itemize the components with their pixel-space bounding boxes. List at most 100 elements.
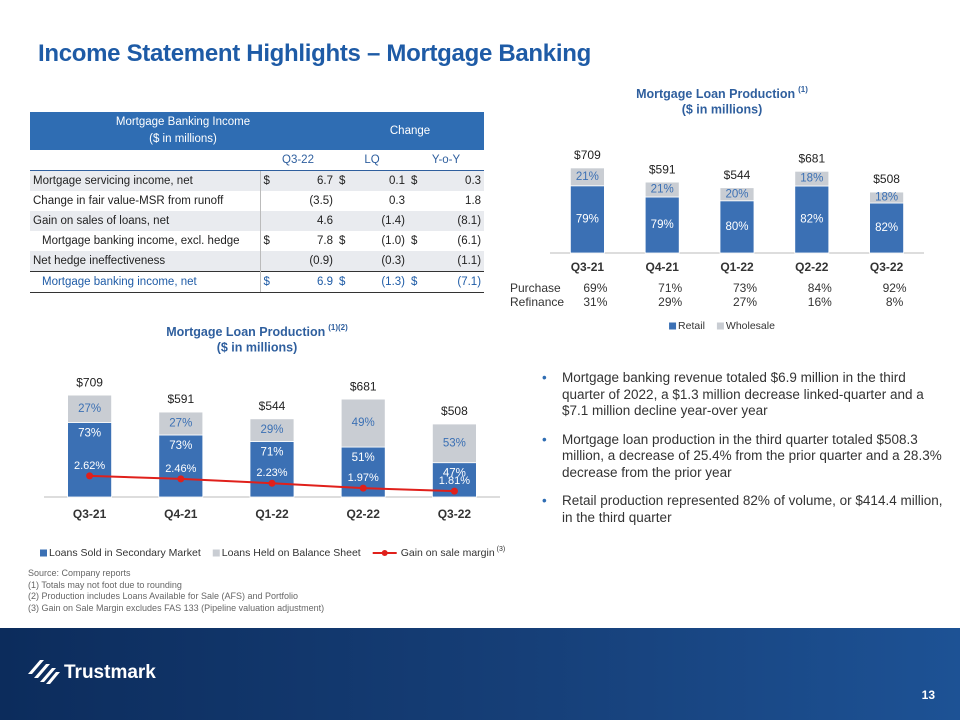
footnote: (1) Totals may not foot due to rounding bbox=[28, 579, 182, 590]
currency-blank bbox=[408, 211, 428, 231]
column-header: LQ bbox=[336, 150, 408, 171]
row-value: 69% bbox=[583, 281, 607, 295]
legend-label: Retail bbox=[678, 320, 705, 332]
x-tick-label: Q2-22 bbox=[347, 507, 381, 521]
legend-swatch bbox=[669, 322, 677, 330]
logo-mark bbox=[28, 660, 60, 684]
currency-blank bbox=[260, 251, 280, 272]
total-label: $591 bbox=[167, 392, 194, 406]
segment-label: 20% bbox=[725, 188, 748, 200]
bar-segment bbox=[719, 200, 755, 254]
cell-value: 6.9 bbox=[280, 271, 336, 293]
line-label: 2.62% bbox=[74, 460, 105, 472]
cell-value: 0.3 bbox=[428, 170, 485, 191]
slide-title: Income Statement Highlights – Mortgage B… bbox=[38, 40, 591, 67]
row-label: Change in fair value-MSR from runoff bbox=[30, 191, 261, 211]
line-point bbox=[359, 484, 367, 492]
legend: Retail Wholesale bbox=[669, 320, 775, 332]
column-header: Y-o-Y bbox=[408, 150, 485, 171]
x-tick-label: Q3-22 bbox=[438, 507, 472, 521]
bar-segment bbox=[249, 441, 295, 498]
legend-swatch bbox=[716, 322, 724, 330]
legend-label: Loans Sold in Secondary Market bbox=[49, 547, 201, 559]
line-point bbox=[450, 487, 458, 495]
change-header: Change bbox=[336, 112, 485, 150]
column-header: Q3-22 bbox=[260, 150, 336, 171]
chart-title-note: (1)(2) bbox=[328, 323, 348, 332]
chart-title-text: Mortgage Loan Production bbox=[166, 325, 325, 339]
cell-value: 6.7 bbox=[280, 170, 336, 191]
bar-segment bbox=[570, 167, 605, 187]
cell-value: 0.1 bbox=[356, 170, 408, 191]
bar-segment bbox=[570, 185, 605, 254]
x-tick-label: Q3-22 bbox=[870, 260, 904, 274]
currency-sign: $ bbox=[408, 170, 428, 191]
currency-blank bbox=[408, 251, 428, 272]
logo-stripes bbox=[28, 660, 60, 684]
currency-blank bbox=[336, 251, 356, 272]
currency-sign: $ bbox=[339, 235, 346, 247]
line-label: 1.81% bbox=[439, 475, 470, 487]
currency-sign: $ bbox=[408, 271, 428, 293]
segment-label: 82% bbox=[875, 222, 898, 234]
bar-segment bbox=[340, 398, 386, 448]
bar-segment bbox=[869, 191, 904, 204]
total-label: $508 bbox=[873, 172, 900, 186]
cell-value: (1.4) bbox=[356, 211, 408, 231]
segment-label: 49% bbox=[352, 417, 375, 429]
segment-label: 51% bbox=[352, 452, 375, 464]
legend-name: Gain on sale margin bbox=[401, 547, 495, 559]
row-value: 84% bbox=[808, 281, 832, 295]
x-tick-label: Q2-22 bbox=[795, 260, 829, 274]
table-title-line: Mortgage Banking Income bbox=[115, 116, 251, 128]
legend-dot bbox=[381, 550, 388, 556]
row-value: 31% bbox=[583, 295, 607, 309]
legend-name: Wholesale bbox=[726, 320, 775, 332]
table-title: Mortgage Banking Income ($ in millions) bbox=[30, 112, 336, 150]
total-label: $681 bbox=[798, 151, 825, 165]
currency-sign: $ bbox=[336, 271, 356, 293]
cell-value: 0.3 bbox=[389, 195, 405, 207]
legend-swatch bbox=[212, 549, 220, 557]
bullet: Mortgage loan production in the third qu… bbox=[542, 432, 947, 482]
legend-name: Loans Held on Balance Sheet bbox=[222, 547, 361, 559]
row-label: Purchase bbox=[510, 281, 561, 295]
currency-blank bbox=[336, 211, 356, 231]
legend-name: Retail bbox=[678, 320, 705, 332]
table-row: Mortgage banking income, net $6.9 $ (1.3) $(… bbox=[30, 271, 485, 293]
segment-label: 18% bbox=[875, 192, 898, 204]
currency-blank bbox=[260, 211, 280, 231]
x-tick-label: Q4-21 bbox=[646, 260, 680, 274]
cell-value: (0.3) bbox=[356, 251, 408, 272]
cell-value: (1.0) bbox=[381, 235, 405, 247]
currency-sign: $ bbox=[336, 170, 356, 191]
cell-value: (1.3) bbox=[356, 271, 408, 293]
segment-label: 18% bbox=[800, 173, 823, 185]
segment-label: 71% bbox=[260, 447, 283, 459]
bar-segment bbox=[794, 170, 830, 187]
x-tick-label: Q4-21 bbox=[164, 507, 198, 521]
chart-title: Mortgage Loan Production (1)(2) bbox=[166, 323, 348, 339]
footer-band bbox=[0, 628, 960, 720]
legend: Loans Sold in Secondary Market Loans Held… bbox=[40, 546, 505, 559]
x-tick-label: Q1-22 bbox=[255, 507, 289, 521]
line-point bbox=[86, 472, 94, 480]
table-row: Mortgage servicing income, net $6.7 $0.1 $0… bbox=[30, 170, 485, 191]
bar-segment bbox=[431, 423, 477, 464]
legend-label: Gain on sale margin (3) bbox=[401, 546, 506, 559]
line-point bbox=[177, 475, 185, 483]
total-label: $508 bbox=[441, 404, 468, 418]
cell-value: (8.1) bbox=[428, 211, 485, 231]
chart-subtitle: ($ in millions) bbox=[217, 340, 298, 354]
bullet: Retail production represented 82% of vol… bbox=[542, 493, 947, 526]
footnote: Source: Company reports bbox=[28, 568, 131, 578]
legend-swatch bbox=[40, 549, 47, 557]
bar-segment bbox=[158, 411, 204, 436]
row-value: 73% bbox=[733, 281, 757, 295]
legend-label: Wholesale bbox=[726, 320, 775, 332]
segment-label: 79% bbox=[651, 219, 674, 231]
table-row: Mortgage banking income, excl. hedge $7.8… bbox=[30, 231, 484, 251]
